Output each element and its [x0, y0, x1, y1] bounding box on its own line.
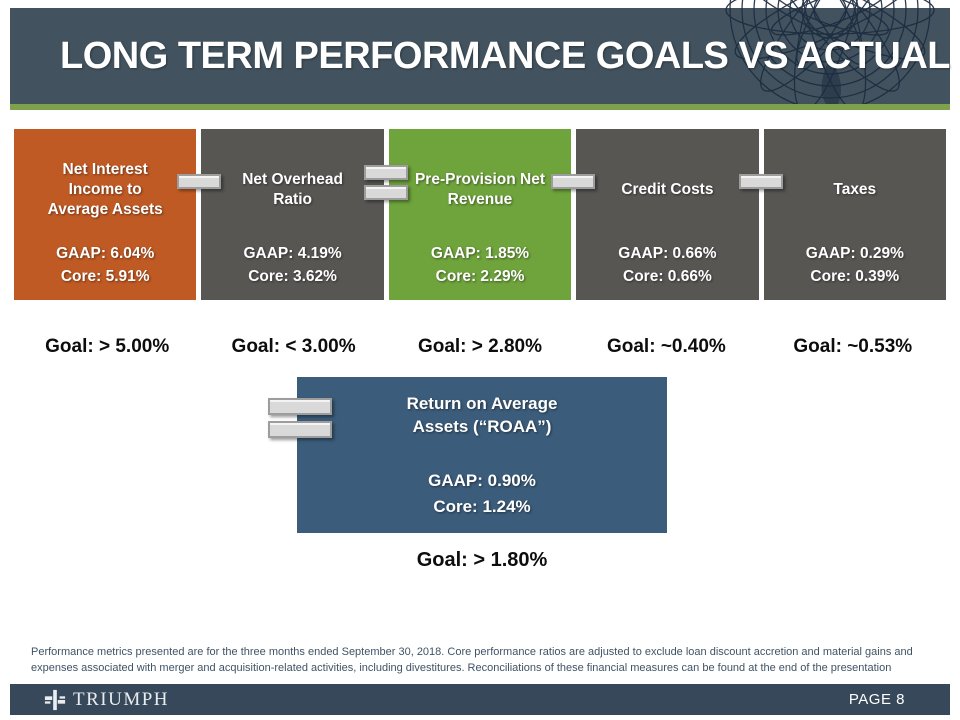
brand-logo: TRIUMPH [44, 689, 169, 711]
metric-core-value: Core: 5.91% [60, 267, 150, 285]
metric-core-value: Core: 0.66% [623, 267, 712, 285]
metric-values: GAAP: 6.04% Core: 5.91% [22, 243, 188, 288]
footer-bar: TRIUMPH PAGE 8 [10, 684, 950, 715]
metric-box-pre-provision-net-revenue: Pre-Provision Net Revenue GAAP: 1.85% Co… [388, 129, 572, 300]
metric-values: GAAP: 1.85% Core: 2.29% [397, 243, 563, 288]
slide-title: LONG TERM PERFORMANCE GOALS VS ACTUAL Q3 [60, 34, 960, 77]
header-band [10, 8, 950, 104]
metric-box-net-interest-income: Net Interest Income to Average Assets GA… [14, 129, 197, 300]
footnote-text: Performance metrics presented are for th… [31, 646, 913, 674]
metric-core-value: Core: 2.29% [435, 267, 525, 285]
equals-operator-icon [268, 421, 332, 438]
goal-pre-provision-net-revenue: Goal: > 2.80% [417, 336, 543, 357]
metric-core-value: Core: 3.62% [248, 267, 337, 285]
guilloche-ornament [725, 0, 935, 104]
metric-gaap-value: GAAP: 0.66% [618, 245, 717, 263]
roaa-title: Return on Average Assets (“ROAA”) [406, 394, 558, 436]
equals-operator-icon [268, 398, 332, 415]
accent-rule [10, 104, 950, 110]
page-number: PAGE 8 [848, 691, 905, 708]
metric-values: GAAP: 0.29% Core: 0.39% [772, 243, 938, 288]
metric-values: GAAP: 0.66% Core: 0.66% [584, 243, 750, 288]
metric-gaap-value: GAAP: 4.19% [243, 245, 342, 263]
metric-title: Net Overhead Ratio [242, 171, 343, 208]
goal-net-interest-income: Goal: > 5.00% [45, 336, 170, 357]
goals-row: Goal: > 5.00% Goal: < 3.00% Goal: > 2.80… [14, 336, 946, 358]
minus-operator-icon [551, 174, 595, 189]
metric-gaap-value: GAAP: 0.29% [805, 245, 904, 263]
metric-title: Credit Costs [621, 181, 714, 199]
goal-taxes: Goal: ~0.53% [793, 336, 913, 357]
goal-roaa: Goal: > 1.80% [416, 549, 548, 571]
roaa-core-value: Core: 1.24% [433, 496, 531, 516]
brand-name: TRIUMPH [73, 688, 170, 710]
goal-net-overhead-ratio: Goal: < 3.00% [231, 336, 356, 357]
roaa-box: Return on Average Assets (“ROAA”) GAAP: … [297, 377, 667, 533]
metric-box-net-overhead-ratio: Net Overhead Ratio GAAP: 4.19% Core: 3.6… [201, 129, 384, 300]
minus-operator-icon [739, 174, 783, 189]
metric-core-value: Core: 0.39% [810, 267, 900, 285]
metric-title: Pre-Provision Net Revenue [414, 171, 546, 208]
metric-box-taxes: Taxes GAAP: 0.29% Core: 0.39% [763, 129, 946, 300]
metric-gaap-value: GAAP: 6.04% [56, 245, 155, 263]
metric-values: GAAP: 4.19% Core: 3.62% [209, 243, 375, 288]
roaa-gaap-value: GAAP: 0.90% [428, 471, 536, 490]
triumph-cross-icon [44, 689, 66, 710]
goal-credit-costs: Goal: ~0.40% [606, 336, 726, 357]
metric-gaap-value: GAAP: 1.85% [430, 245, 530, 263]
equals-operator-icon [364, 165, 408, 180]
metric-title: Taxes [833, 181, 877, 199]
minus-operator-icon [177, 174, 221, 189]
metric-title: Net Interest Income to Average Assets [47, 161, 163, 218]
metric-box-credit-costs: Credit Costs GAAP: 0.66% Core: 0.66% [576, 129, 759, 300]
metrics-row: Net Interest Income to Average Assets GA… [14, 129, 946, 300]
roaa-values: GAAP: 0.90% Core: 1.24% [317, 468, 647, 519]
equals-operator-icon [364, 185, 408, 200]
